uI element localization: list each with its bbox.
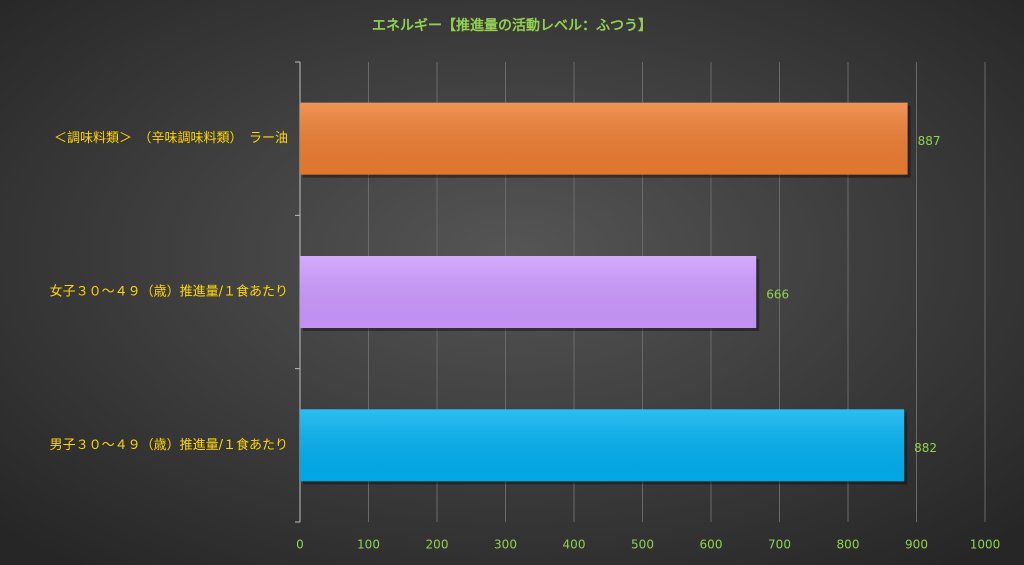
chart-title: エネルギー【推進量の活動レベル：ふつう】 bbox=[372, 17, 652, 34]
x-tick-label: 200 bbox=[426, 538, 449, 552]
x-tick-label: 700 bbox=[768, 538, 791, 552]
bar-shine bbox=[300, 102, 908, 175]
bar-shine bbox=[300, 256, 757, 328]
x-tick-label: 1000 bbox=[970, 538, 1001, 552]
y-tick-label: 女子３０～４９（歳）推進量/１食あたり bbox=[50, 284, 288, 300]
value-label: 887 bbox=[918, 134, 941, 148]
value-label: 882 bbox=[914, 441, 937, 455]
x-tick-label: 100 bbox=[357, 538, 380, 552]
bar-shine bbox=[300, 409, 905, 482]
x-tick-label: 900 bbox=[905, 538, 928, 552]
y-tick-label: 男子３０～４９（歳）推進量/１食あたり bbox=[50, 437, 288, 453]
x-tick-label: 800 bbox=[837, 538, 860, 552]
x-tick-label: 400 bbox=[563, 538, 586, 552]
x-tick-label: 300 bbox=[494, 538, 517, 552]
x-tick-label: 500 bbox=[631, 538, 654, 552]
y-tick-label: ＜調味料類＞ （辛味調味料類） ラー油 bbox=[54, 131, 288, 146]
value-label: 666 bbox=[766, 288, 789, 302]
x-tick-label: 0 bbox=[296, 538, 304, 552]
x-tick-label: 600 bbox=[700, 538, 723, 552]
